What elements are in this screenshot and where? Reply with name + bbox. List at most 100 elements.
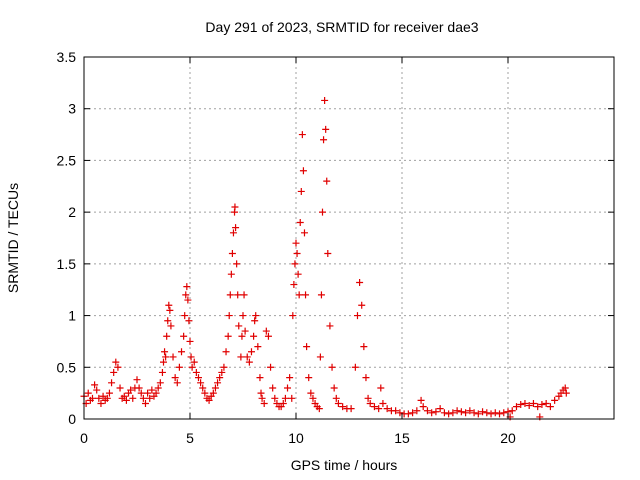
data-point-marker: [161, 348, 169, 356]
data-point-marker: [148, 386, 156, 394]
data-point-marker: [165, 301, 173, 309]
data-point-marker: [474, 410, 482, 418]
data-point-marker: [160, 358, 167, 366]
data-point-marker: [245, 358, 253, 366]
data-point-marker: [440, 409, 448, 417]
data-point-marker: [232, 224, 240, 232]
chart-title: Day 291 of 2023, SRMTID for receiver dae…: [205, 19, 478, 35]
data-point-marker: [375, 405, 383, 413]
data-point-marker: [303, 343, 311, 351]
data-point-marker: [254, 343, 262, 351]
data-point-marker: [154, 384, 162, 392]
data-point-marker: [496, 410, 504, 418]
data-point-marker: [356, 278, 364, 286]
data-point-marker: [453, 407, 461, 415]
data-point-marker: [205, 396, 213, 404]
data-point-marker: [305, 374, 313, 382]
data-point-marker: [220, 363, 228, 371]
grid-lines: [84, 57, 614, 419]
data-point-marker: [112, 358, 120, 366]
x-tick-labels: 0 5 10 15 20: [80, 430, 516, 446]
data-point-marker: [227, 270, 235, 278]
data-point-marker: [538, 401, 546, 409]
data-point-marker: [281, 394, 289, 402]
data-point-marker: [144, 389, 152, 397]
data-point-marker: [166, 306, 174, 314]
data-point-marker: [419, 403, 427, 411]
data-point-marker: [250, 332, 258, 340]
data-point-marker: [288, 394, 296, 402]
data-point-marker: [141, 399, 149, 407]
data-point-marker: [487, 410, 495, 418]
data-point-marker: [137, 389, 145, 397]
data-point-marker: [328, 363, 336, 371]
data-point-marker: [377, 384, 385, 392]
data-point-marker: [229, 229, 237, 237]
x-tick-label: 10: [288, 430, 304, 446]
data-point-marker: [500, 409, 508, 417]
data-point-marker: [139, 394, 147, 402]
data-point-marker: [156, 379, 164, 387]
data-point-marker: [417, 396, 425, 404]
data-point-marker: [508, 407, 516, 415]
data-point-marker: [296, 218, 304, 226]
data-point-marker: [396, 409, 404, 417]
data-point-marker: [226, 291, 234, 299]
data-point-marker: [457, 408, 465, 416]
data-point-marker: [351, 363, 359, 371]
x-tick-label: 15: [394, 430, 410, 446]
data-point-marker: [330, 384, 338, 392]
plot-frame: [83, 56, 615, 420]
data-point-marker: [326, 322, 334, 330]
data-point-marker: [562, 389, 570, 397]
data-point-marker: [267, 363, 275, 371]
data-point-marker: [192, 368, 200, 376]
data-point-marker: [466, 407, 474, 415]
data-point-marker: [185, 317, 193, 325]
data-point-marker: [218, 368, 226, 376]
data-point-marker: [483, 409, 491, 417]
data-point-marker: [171, 374, 179, 382]
data-point-marker: [127, 386, 135, 394]
data-point-marker: [180, 332, 188, 340]
data-point-marker: [225, 312, 233, 320]
data-point-marker: [432, 408, 440, 416]
data-point-marker: [228, 250, 236, 258]
data-point-marker: [120, 392, 128, 400]
x-tick-label: 0: [80, 430, 88, 446]
data-point-marker: [114, 363, 122, 371]
data-point-marker: [298, 131, 306, 139]
data-point-marker: [209, 389, 217, 397]
data-point-marker: [364, 394, 372, 402]
data-point-marker: [279, 399, 287, 407]
data-point-marker: [178, 348, 186, 356]
x-tick-label: 5: [186, 430, 194, 446]
data-point-marker: [190, 358, 198, 366]
data-point-marker: [271, 394, 279, 402]
data-point-marker: [103, 394, 111, 402]
data-point-marker: [546, 403, 554, 411]
data-point-marker: [320, 136, 328, 144]
data-point-marker: [84, 389, 92, 397]
data-point-marker: [413, 407, 421, 415]
data-point-marker: [551, 396, 559, 404]
data-point-marker: [251, 317, 259, 325]
data-point-marker: [175, 363, 183, 371]
data-point-marker: [315, 405, 323, 413]
data-point-marker: [239, 312, 247, 320]
data-point-marker: [293, 250, 301, 258]
y-tick-label: 3: [68, 101, 76, 117]
data-point-marker: [116, 384, 124, 392]
data-point-marker: [521, 399, 529, 407]
data-point-marker: [339, 403, 347, 411]
data-point-marker: [428, 409, 436, 417]
data-point-marker: [233, 260, 241, 268]
y-tick-label: 1: [68, 308, 76, 324]
data-point-marker: [307, 389, 315, 397]
data-point-marker: [347, 405, 355, 413]
data-point-marker: [167, 322, 175, 330]
data-point-marker: [284, 384, 292, 392]
data-point-marker: [517, 401, 525, 409]
data-point-marker: [462, 409, 470, 417]
data-point-marker: [181, 312, 189, 320]
